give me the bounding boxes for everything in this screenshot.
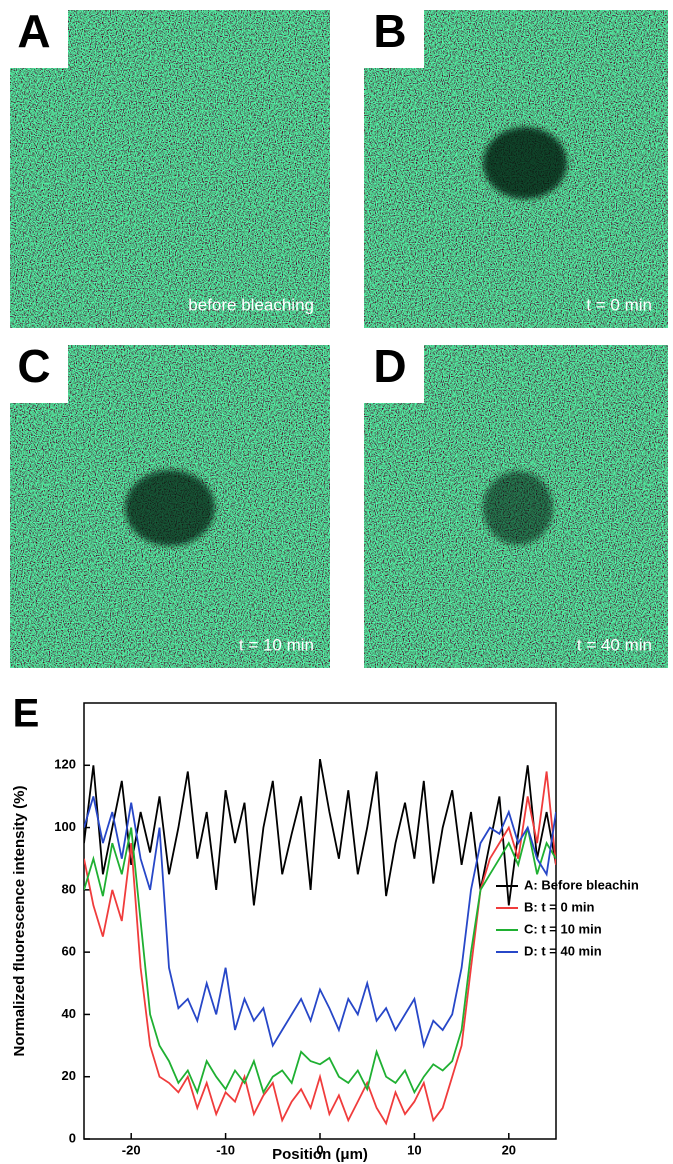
y-tick-label: 120 xyxy=(54,757,76,772)
line-chart: E -20 -10 0 10 20 0 20 40 60 80 100 120 Position (μm)… xyxy=(11,692,639,1163)
label-box xyxy=(356,335,424,403)
panel-label: D xyxy=(373,340,406,392)
legend-label: C: t = 10 min xyxy=(524,921,602,936)
x-tick-label: 0 xyxy=(316,1142,323,1157)
y-tick-label: 0 xyxy=(69,1130,76,1145)
label-box xyxy=(0,335,68,403)
bleached-spot xyxy=(125,470,215,546)
legend-label: D: t = 40 min xyxy=(524,943,602,958)
panel-label: A xyxy=(17,5,50,57)
panel-label: C xyxy=(17,340,50,392)
y-tick-label: 20 xyxy=(62,1068,76,1083)
panel-caption: before bleaching xyxy=(188,295,314,314)
y-tick-label: 60 xyxy=(62,944,76,959)
panel-label: E xyxy=(13,692,40,736)
y-tick-label: 40 xyxy=(62,1006,76,1021)
label-box xyxy=(0,0,68,68)
y-axis-label: Normalized fluorescence intensity (%) xyxy=(11,786,28,1057)
panel-label: B xyxy=(373,5,406,57)
panel-caption: t = 40 min xyxy=(577,635,652,654)
panel-caption: t = 10 min xyxy=(239,635,314,654)
bleached-spot xyxy=(483,471,553,545)
y-tick-label: 100 xyxy=(54,819,76,834)
legend-label: A: Before bleachin xyxy=(524,877,639,892)
x-tick-label: -20 xyxy=(122,1142,141,1157)
series-line xyxy=(84,827,556,1095)
y-tick-label: 80 xyxy=(62,881,76,896)
series-line xyxy=(84,796,556,1049)
legend-label: B: t = 0 min xyxy=(524,899,594,914)
x-tick-label: 20 xyxy=(502,1142,516,1157)
series-line xyxy=(84,758,556,906)
panel-caption: t = 0 min xyxy=(586,295,652,314)
x-tick-label: 10 xyxy=(407,1142,421,1157)
x-tick-label: -10 xyxy=(216,1142,235,1157)
bleached-spot xyxy=(483,127,567,199)
x-axis-label: Position (μm) xyxy=(272,1146,368,1163)
label-box xyxy=(356,0,424,68)
